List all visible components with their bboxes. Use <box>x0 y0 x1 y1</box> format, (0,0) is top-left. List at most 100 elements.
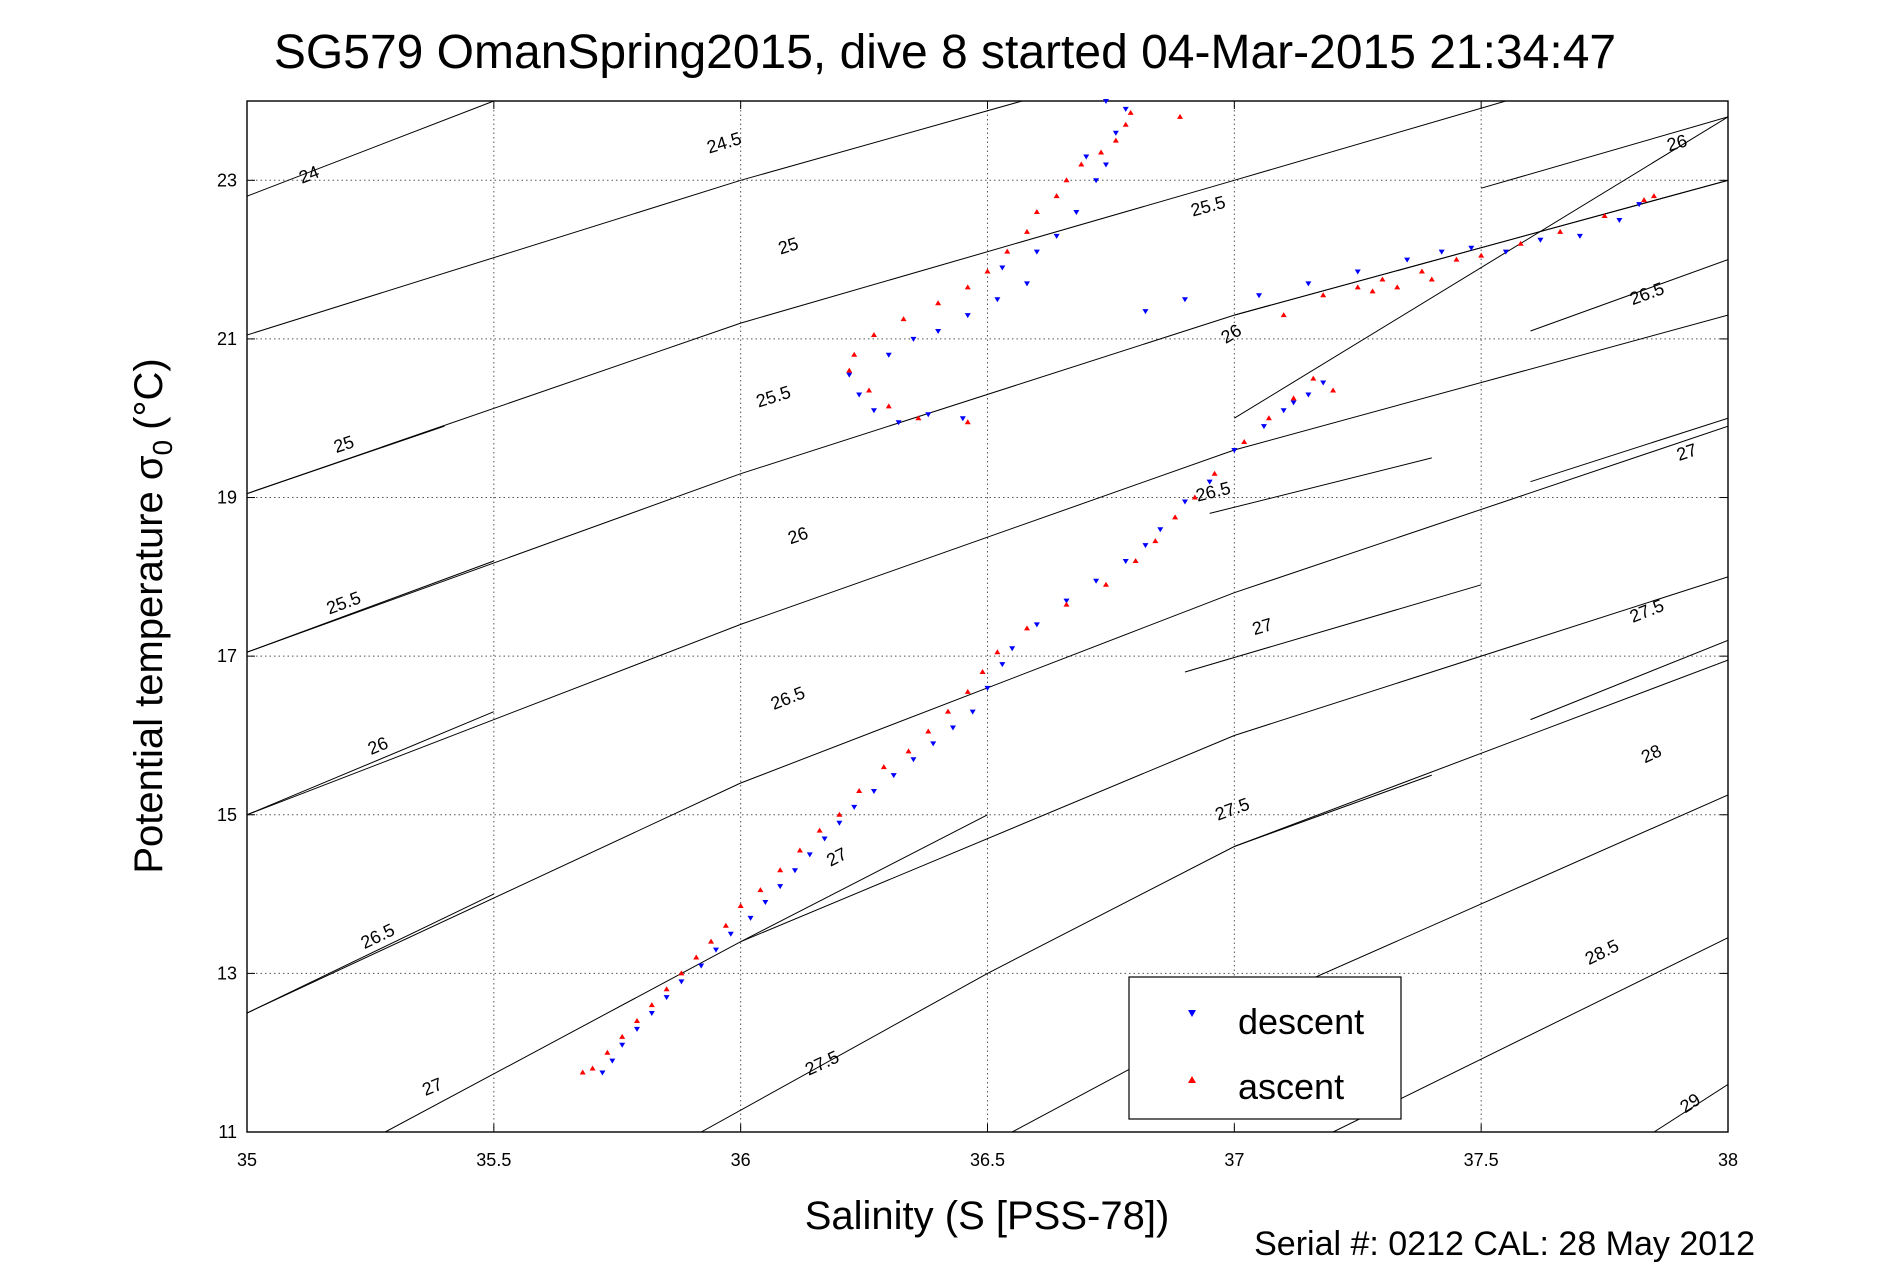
x-tick-label: 37 <box>1224 1150 1244 1170</box>
ascent-point <box>1394 284 1401 290</box>
descent-point <box>1280 408 1287 414</box>
contour-line <box>247 560 494 653</box>
contour-line <box>247 425 445 495</box>
contour-line <box>1234 774 1432 847</box>
descent-point <box>925 412 932 418</box>
descent-point <box>870 788 877 794</box>
descent-point <box>1616 217 1623 223</box>
descent-point <box>619 1042 626 1048</box>
ascent-point <box>1369 288 1376 294</box>
descent-point <box>994 297 1001 303</box>
ascent-point <box>1033 209 1040 215</box>
ascent-point <box>708 938 715 944</box>
x-tick-label: 36 <box>731 1150 751 1170</box>
descent-point <box>1305 281 1312 287</box>
ascent-point <box>1127 109 1134 115</box>
descent-point <box>1023 281 1030 287</box>
descent-point <box>698 963 705 969</box>
ascent-point <box>1330 387 1337 393</box>
ascent-point <box>1098 149 1105 155</box>
y-tick-label: 23 <box>217 170 237 190</box>
ascent-point <box>1265 415 1272 421</box>
descent-point <box>821 836 828 842</box>
ascent-point <box>1004 248 1011 254</box>
contour-line <box>1530 639 1728 721</box>
descent-point <box>1122 106 1129 112</box>
descent-point <box>747 915 754 921</box>
descent-point <box>633 1026 640 1032</box>
ascent-point <box>1557 228 1564 234</box>
contour-line <box>740 814 988 943</box>
ascent-point <box>856 787 863 793</box>
ascent-point <box>851 351 858 357</box>
descent-point <box>910 336 917 342</box>
descent-point <box>1122 558 1129 564</box>
ascent-point <box>1177 113 1184 119</box>
y-axis-label: Potential temperature σ0 (°C) <box>127 358 178 873</box>
descent-point <box>870 408 877 414</box>
ascent-point <box>693 954 700 960</box>
ascent-point <box>1122 121 1129 127</box>
ascent-point <box>589 1065 596 1071</box>
descent-point <box>1102 162 1109 168</box>
ascent-point <box>579 1069 586 1075</box>
descent-point <box>1033 622 1040 628</box>
descent-point <box>648 1011 655 1017</box>
descent-point <box>969 709 976 715</box>
ascent-point <box>964 284 971 290</box>
ascent-point <box>870 331 877 337</box>
contour-line <box>1209 457 1432 514</box>
ascent-point <box>1280 312 1287 318</box>
y-tick-label: 13 <box>217 963 237 983</box>
chart-title: SG579 OmanSpring2015, dive 8 started 04-… <box>274 26 1616 79</box>
plot-area <box>246 100 1729 1133</box>
ascent-point <box>1211 470 1218 476</box>
descent-point <box>1260 424 1267 430</box>
ascent-point <box>1478 252 1485 258</box>
contour-line <box>1481 116 1728 189</box>
x-tick-label: 36.5 <box>970 1150 1005 1170</box>
ascent-point <box>722 922 729 928</box>
x-tick-label: 35 <box>237 1150 257 1170</box>
contour-line <box>247 314 1728 816</box>
ascent-point <box>1290 395 1297 401</box>
ascent-point <box>777 867 784 873</box>
descent-point <box>1576 233 1583 239</box>
y-tick-label: 11 <box>218 1122 237 1142</box>
ascent-point <box>935 300 942 306</box>
descent-point <box>1256 293 1263 299</box>
contour-line <box>247 101 494 197</box>
descent-point <box>836 820 843 826</box>
ascent-point <box>979 669 986 675</box>
ascent-point <box>994 649 1001 655</box>
ascent-point <box>619 1033 626 1039</box>
ascent-point <box>945 708 952 714</box>
ascent-point <box>678 970 685 976</box>
ascent-point <box>1102 581 1109 587</box>
ascent-point <box>604 1049 611 1055</box>
ascent-point <box>1379 276 1386 282</box>
ascent-point <box>1453 256 1460 262</box>
ascent-point <box>1063 177 1070 183</box>
descent-point <box>1093 578 1100 584</box>
descent-point <box>1438 249 1445 255</box>
contour-line <box>1530 259 1728 332</box>
descent-point <box>964 313 971 319</box>
contour-line <box>247 101 1023 336</box>
axis-ticks: 35 35.5 36 36.5 37 37.5 38 11 13 15 17 19 21 23 <box>217 101 1738 1170</box>
ascent-point <box>1428 276 1435 282</box>
ascent-point <box>900 316 907 322</box>
contour-line <box>247 711 494 816</box>
descent-point <box>1142 543 1149 549</box>
ascent-point <box>1418 268 1425 274</box>
serial-footer: Serial #: 0212 CAL: 28 May 2012 <box>1254 1225 1755 1262</box>
descent-point <box>1009 646 1016 652</box>
descent-point <box>949 725 956 731</box>
descent-point <box>1083 154 1090 160</box>
y-axis-label-unit: (°C) <box>127 358 171 430</box>
descent-point <box>712 947 719 953</box>
y-tick-label: 17 <box>217 646 237 666</box>
descent-point <box>1181 499 1188 505</box>
contour-line <box>1234 116 1728 419</box>
